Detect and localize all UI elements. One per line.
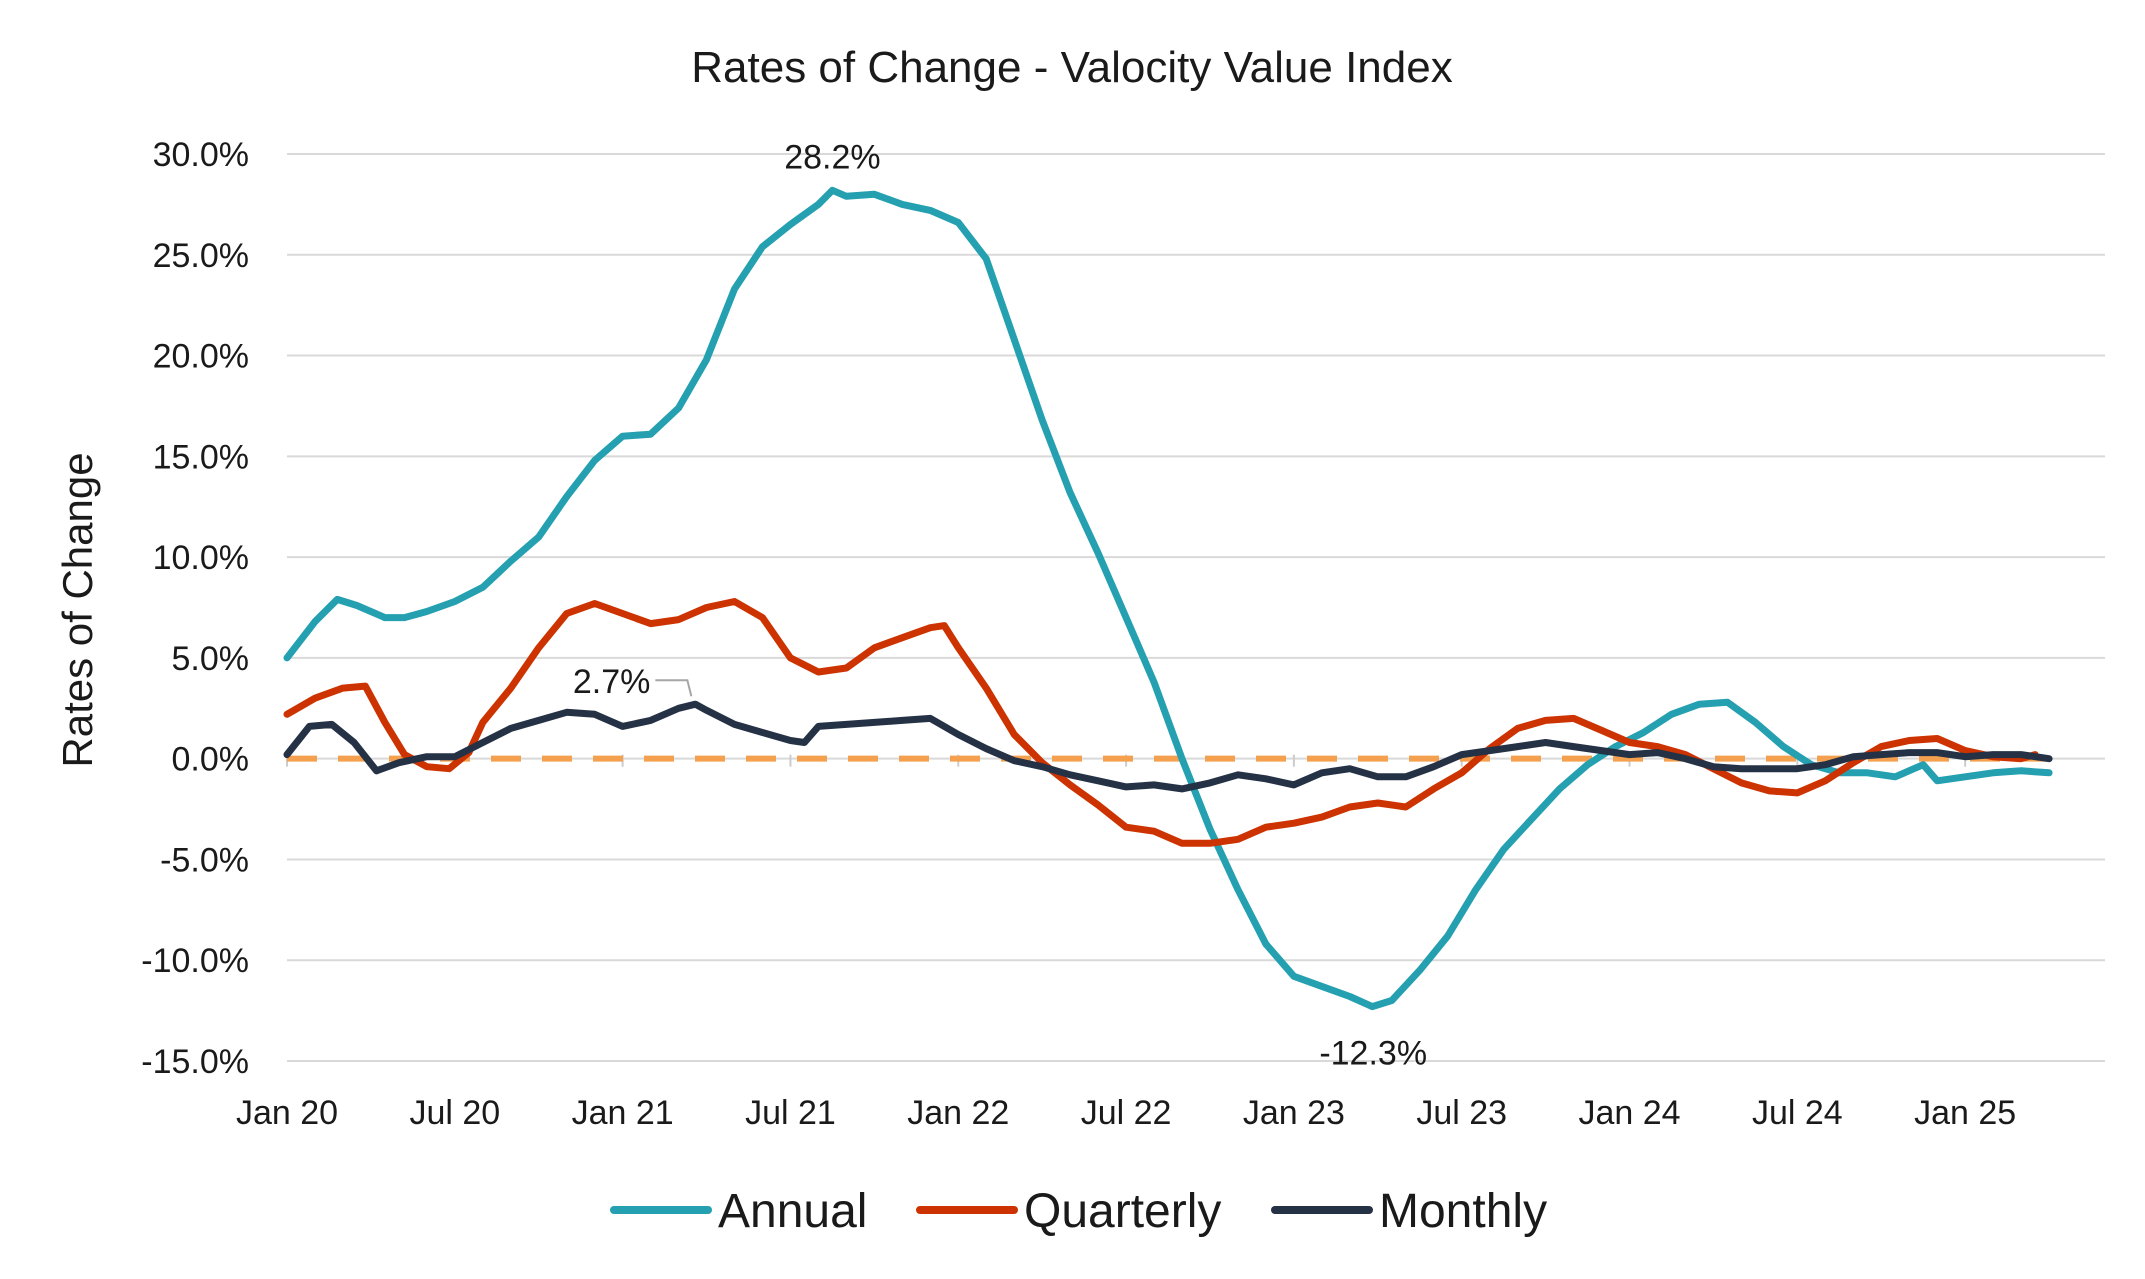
x-tick-label: Jul 24 [1752,1094,1843,1132]
series-lines [283,186,2053,1011]
y-axis-title: Rates of Change [54,452,101,767]
x-tick-label: Jan 23 [1243,1094,1345,1132]
y-tick-label: 25.0% [153,237,249,275]
legend-label-annual: Annual [718,1185,867,1238]
y-tick-label: -15.0% [141,1043,249,1081]
series-line-monthly [283,700,2053,793]
x-tick-label: Jul 21 [745,1094,836,1132]
y-tick-label: 10.0% [153,539,249,577]
y-tick-label: 20.0% [153,338,249,376]
x-tick-label: Jan 22 [907,1094,1009,1132]
y-tick-label: 30.0% [153,136,249,174]
y-tick-label: 5.0% [172,640,250,678]
x-tick-label: Jan 25 [1914,1094,2016,1132]
x-tick-label: Jul 22 [1081,1094,1172,1132]
annotation-monthly-label: 2.7% [573,663,651,701]
x-axis-ticks: Jan 20 Jul 20 Jan 21 Jul 21 Jan 22 Jul 22 Jan … [236,754,2016,1132]
legend-label-quarterly: Quarterly [1024,1185,1221,1238]
annotation-annual-label: 28.2% [784,138,880,176]
y-tick-label: 0.0% [172,741,250,779]
series-line-quarterly [283,598,2039,847]
annotation-annual-label: -12.3% [1319,1035,1427,1073]
chart-title: Rates of Change - Valocity Value Index [691,43,1452,92]
annotation-leader-line [655,679,693,697]
x-tick-label: Jul 23 [1416,1094,1507,1132]
x-tick-label: Jan 24 [1578,1094,1680,1132]
y-tick-label: -5.0% [160,841,249,879]
y-tick-label: -10.0% [141,942,249,980]
series-line-annual [283,186,2053,1011]
legend-label-monthly: Monthly [1379,1185,1547,1238]
x-tick-label: Jan 20 [236,1094,338,1132]
gridlines [287,153,2105,1062]
legend: Annual Quarterly Monthly [610,1185,1547,1238]
x-tick-label: Jan 21 [572,1094,674,1132]
data-annotations: 28.2% 2.7% -12.3% [573,138,1427,1072]
x-tick-label: Jul 20 [409,1094,500,1132]
y-tick-label: 15.0% [153,438,249,476]
y-axis-ticks: 30.0% 25.0% 20.0% 15.0% 10.0% 5.0% 0.0% -5.0% -1… [141,136,249,1081]
